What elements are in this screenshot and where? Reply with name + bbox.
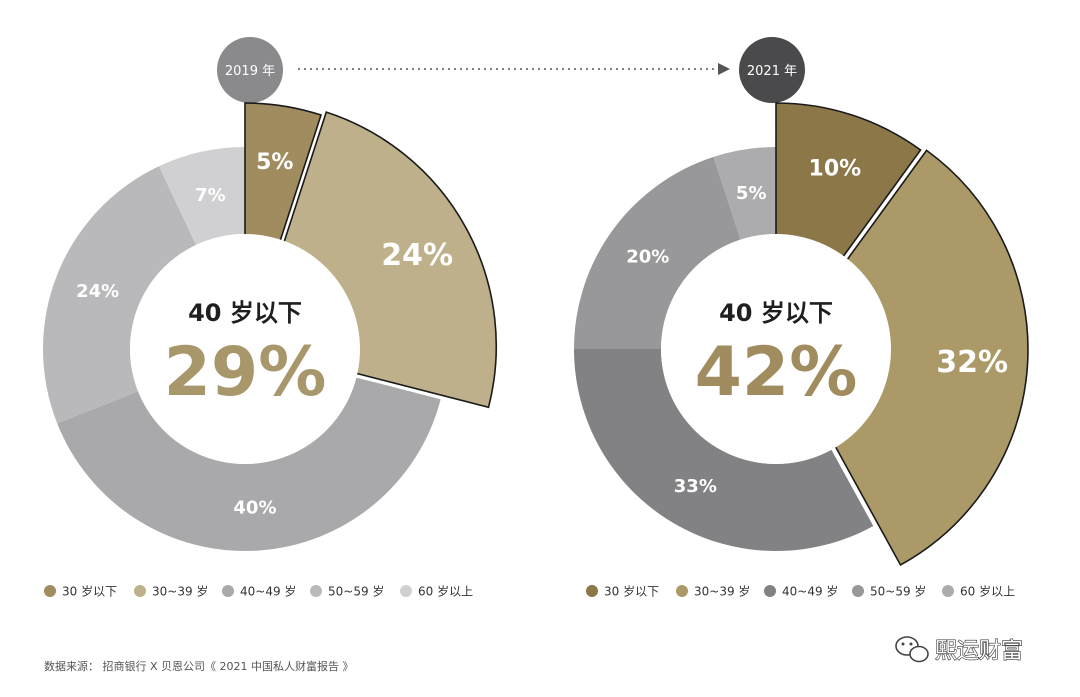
center-value: 42%: [695, 333, 858, 412]
legend-label-2: 30~39 岁: [152, 584, 208, 599]
legend-label-4: 50~59 岁: [870, 584, 926, 599]
slice-label-5: 7%: [195, 185, 226, 206]
slice-label-4: 20%: [626, 246, 669, 267]
legend-2019: 30 岁以下 30~39 岁 40~49 岁 50~59 岁 60 岁以上: [44, 584, 473, 599]
legend-swatch-3: [764, 585, 776, 597]
legend-label-4: 50~59 岁: [328, 584, 384, 599]
year-badge-2019: [217, 37, 283, 103]
donut-chart-2019: 40% 24% 7% 5% 24% 40 岁以下 29%: [43, 102, 498, 551]
slice-label-4: 24%: [76, 281, 119, 302]
legend-label-5: 60 岁以上: [418, 584, 473, 599]
legend-swatch-4: [310, 585, 322, 597]
legend-label-5: 60 岁以上: [960, 584, 1015, 599]
legend-2021: 30 岁以下 30~39 岁 40~49 岁 50~59 岁 60 岁以上: [586, 584, 1015, 599]
legend-label-3: 40~49 岁: [240, 584, 296, 599]
slice-label-3: 33%: [674, 476, 717, 497]
slice-5: [158, 147, 245, 245]
legend-label-3: 40~49 岁: [782, 584, 838, 599]
legend-label-1: 30 岁以下: [604, 584, 659, 599]
donut-hole: [130, 234, 360, 464]
legend-swatch-1: [586, 585, 598, 597]
slice-4: [574, 156, 741, 349]
year-badge-2021: [739, 37, 805, 103]
slice-label-2: 32%: [936, 345, 1008, 380]
slice-label-2: 24%: [381, 238, 453, 273]
slice-label-5: 5%: [736, 183, 767, 204]
legend-swatch-3: [222, 585, 234, 597]
legend-label-2: 30~39 岁: [694, 584, 750, 599]
watermark: 熙运财富: [895, 636, 1024, 665]
slice-2: [781, 149, 1029, 567]
legend-swatch-5: [942, 585, 954, 597]
center-title: 40 岁以下: [188, 299, 302, 327]
slice-4: [43, 166, 197, 424]
legend-swatch-5: [400, 585, 412, 597]
center-title: 40 岁以下: [719, 299, 833, 327]
timeline: 2019 年 2021 年: [217, 37, 805, 103]
legend-swatch-2: [676, 585, 688, 597]
slice-label-3: 40%: [233, 498, 276, 519]
legend-swatch-4: [852, 585, 864, 597]
slice-5: [713, 147, 776, 240]
year-label-2019: 2019 年: [225, 64, 275, 79]
slice-3: [57, 377, 441, 551]
year-label-2021: 2021 年: [747, 64, 797, 79]
donut-chart-2021: 33% 20% 5% 10% 32% 40 岁以下 42%: [574, 102, 1029, 567]
legend-swatch-1: [44, 585, 56, 597]
timeline-arrow-head: [718, 63, 730, 75]
wechat-icon: [895, 636, 929, 663]
donut-hole: [661, 234, 891, 464]
center-value: 29%: [164, 333, 327, 412]
watermark-text: 熙运财富: [935, 639, 1023, 664]
legend-swatch-2: [134, 585, 146, 597]
source-note: 数据来源： 招商银行 X 贝恩公司《 2021 中国私人财富报告 》: [44, 659, 354, 673]
slice-label-1: 5%: [256, 150, 293, 175]
slice-3: [574, 349, 874, 552]
slice-label-1: 10%: [809, 157, 862, 182]
legend-label-1: 30 岁以下: [62, 584, 117, 599]
